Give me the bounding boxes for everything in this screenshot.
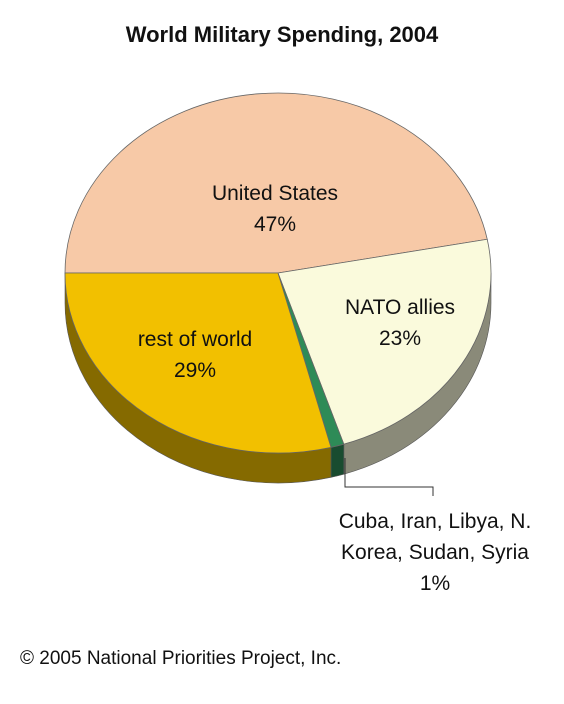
- pie-side: [330, 443, 345, 478]
- pie-slice: [64, 92, 488, 274]
- category-label: United States: [211, 182, 339, 205]
- slice-label: NATO allies 23%: [325, 292, 475, 354]
- chart-title: World Military Spending, 2004: [125, 22, 439, 47]
- value-label: 29%: [173, 359, 217, 382]
- value-label: 1%: [419, 572, 451, 595]
- pie-slice: [277, 238, 492, 445]
- category-label: rest of world: [137, 328, 253, 351]
- category-label: NATO allies: [344, 296, 456, 319]
- slice-label: rest of world 29%: [110, 324, 280, 386]
- value-label: 23%: [378, 327, 422, 350]
- value-label: 47%: [253, 213, 297, 236]
- category-label: Cuba, Iran, Libya, N. Korea, Sudan, Syri…: [338, 510, 532, 564]
- pie-slice: [64, 272, 332, 454]
- source-note: © 2005 National Priorities Project, Inc.: [20, 648, 342, 669]
- slice-label: Cuba, Iran, Libya, N. Korea, Sudan, Syri…: [310, 506, 560, 599]
- leader-line: [344, 458, 434, 496]
- slice-label: United States 47%: [190, 178, 360, 240]
